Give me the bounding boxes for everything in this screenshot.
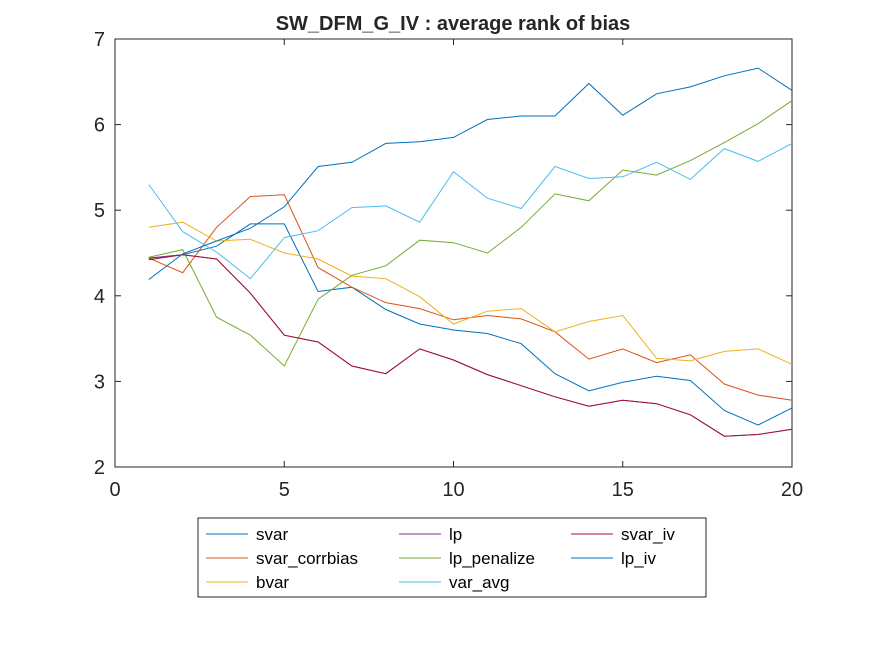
series-line-lp-penalize <box>148 100 793 367</box>
legend-label-bvar: bvar <box>256 573 289 592</box>
y-tick-label: 7 <box>94 29 105 51</box>
series-line-var-avg <box>148 142 793 280</box>
legend-label-svar: svar <box>256 525 288 544</box>
series-line-svar <box>148 223 793 426</box>
legend-box <box>197 517 707 598</box>
legend-label-svar-iv: svar_iv <box>621 525 675 544</box>
x-tick-label: 0 <box>109 479 120 501</box>
x-tick-label: 20 <box>781 479 803 501</box>
legend: svar lp svar_iv svar_corrbias lp_penalize lp_… <box>197 517 707 598</box>
series-line-bvar <box>148 221 793 365</box>
series-line-lp-iv <box>148 67 793 280</box>
x-tick-label: 15 <box>612 479 634 501</box>
legend-label-svar-corrbias: svar_corrbias <box>256 549 358 568</box>
series-line-svar-iv <box>148 254 793 437</box>
y-tick-label: 6 <box>94 115 105 137</box>
plot-area <box>114 38 793 468</box>
chart-title: SW_DFM_G_IV : average rank of bias <box>276 13 631 35</box>
legend-label-lp-iv: lp_iv <box>621 549 656 568</box>
y-tick-label: 4 <box>94 286 105 308</box>
y-tick-label: 2 <box>94 457 105 479</box>
legend-label-var-avg: var_avg <box>449 573 509 592</box>
axes: 0 5 10 15 20 2 3 4 5 6 7 <box>94 29 803 501</box>
x-tick-label: 10 <box>442 479 464 501</box>
x-tick-label: 5 <box>279 479 290 501</box>
y-tick-label: 5 <box>94 200 105 222</box>
legend-label-lp: lp <box>449 525 462 544</box>
y-tick-label: 3 <box>94 371 105 393</box>
series-lines <box>148 67 793 437</box>
legend-label-lp-penalize: lp_penalize <box>449 549 535 568</box>
